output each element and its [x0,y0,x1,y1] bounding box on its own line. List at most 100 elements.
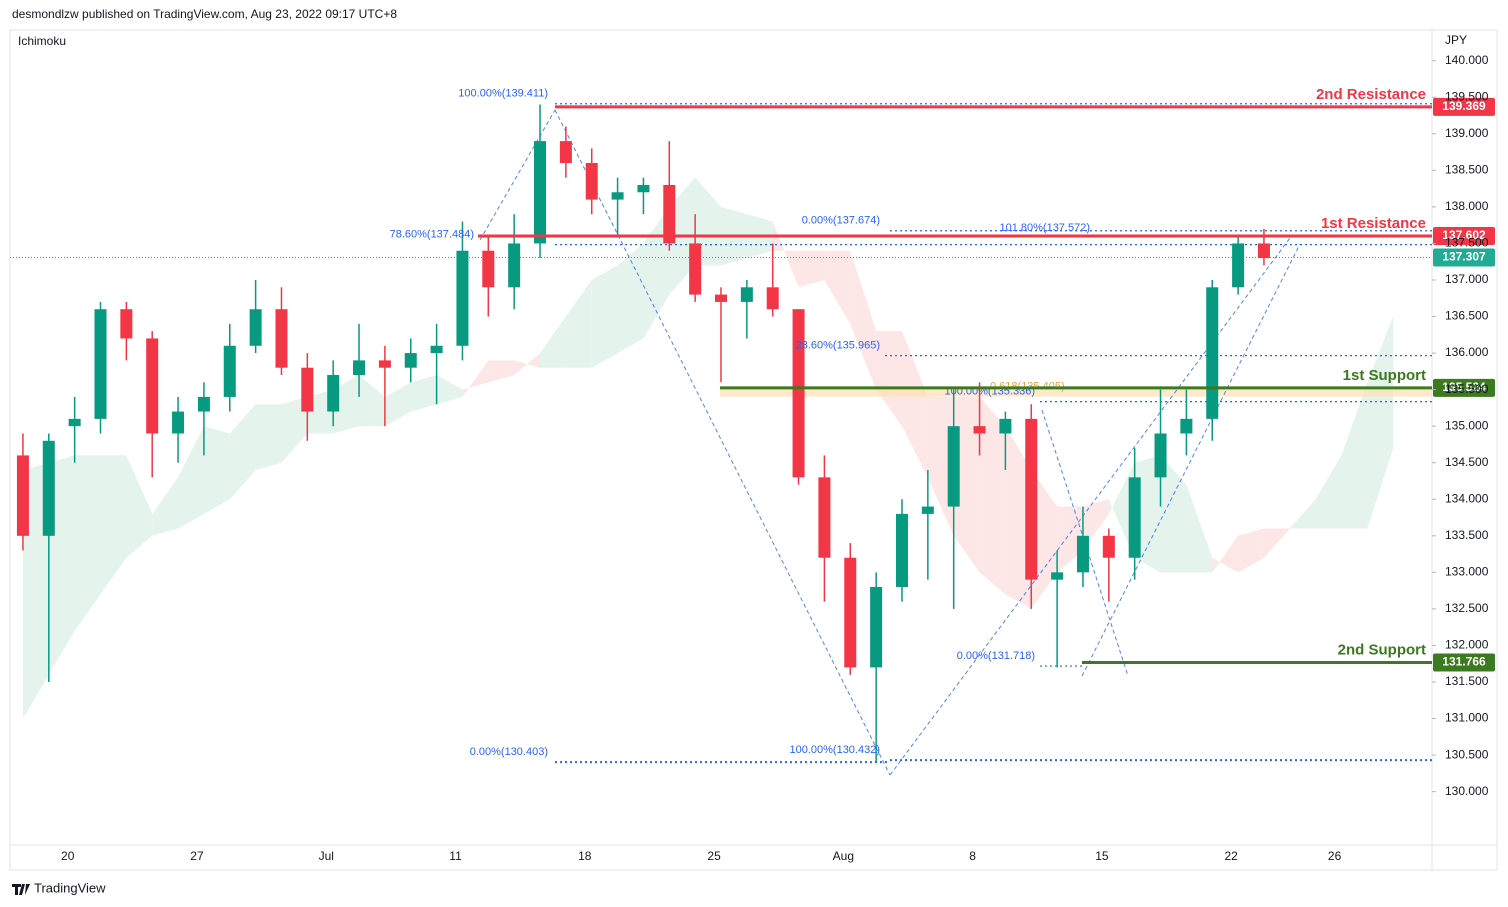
cloud-segment [384,382,411,427]
cloud-segment [901,331,928,478]
x-tick-label: 26 [1328,849,1342,863]
candle-body [353,360,366,376]
price-tag [1433,97,1495,116]
candle-body [378,360,391,368]
cloud-segment [333,375,360,434]
y-tick-label: 136.000 [1445,345,1489,359]
cloud-segment [824,250,851,324]
y-tick-label: 130.500 [1445,747,1489,761]
y-tick-label: 132.000 [1445,638,1489,652]
candle-body [1025,418,1038,580]
candles-layer [16,104,1270,763]
cloud-segment [281,396,308,463]
cloud-segment [359,375,385,427]
x-tick-label: 20 [61,849,75,863]
x-tick-label: 8 [969,849,976,863]
candle-body [68,418,81,427]
cloud-segment [1005,426,1032,609]
last-price-label: 137.307 [1442,250,1486,264]
candle-body [999,418,1012,434]
y-tick-label: 135.500 [1445,382,1489,396]
y-tick-label: 130.000 [1445,784,1489,798]
candle-body [94,309,107,419]
cloud-segment [48,455,75,675]
candle-body [275,309,288,368]
candle-body [818,477,831,558]
y-tick-label: 138.000 [1445,199,1489,213]
level-name: 2nd Resistance [1316,86,1426,103]
cloud-segment [1160,455,1187,573]
cloud-segment [1367,316,1394,529]
cloud-segment [1186,484,1213,573]
cloud-segment [591,265,618,368]
y-tick-label: 137.000 [1445,272,1489,286]
candle-body [1180,418,1193,434]
cloud-segment [514,353,541,376]
price-tag [1433,653,1495,672]
candle-body [327,375,340,412]
price-tag [1433,378,1495,397]
cloud-segment [1238,528,1264,573]
level-name: 1st Support [1343,367,1426,384]
cloud-segment [22,462,49,719]
cloud-segment [1134,455,1161,573]
y-tick-label: 137.500 [1445,236,1489,250]
cloud-segment [695,177,721,266]
cloud-segment [1263,528,1290,558]
candle-body [1154,433,1167,478]
cloud-segment [565,279,592,368]
price-tag-label: 139.369 [1442,99,1486,113]
pattern-line [554,109,891,776]
candle-body [1102,535,1115,558]
cloud-segment [617,243,644,354]
cloud-segment [152,477,179,536]
cloud-segment [488,360,515,383]
cloud-segment [798,250,825,288]
candle-body [921,506,934,514]
x-tick-label: 18 [578,849,592,863]
cloud-segment [979,396,1006,595]
y-tick-label: 131.000 [1445,711,1489,725]
candle-body [663,184,676,244]
candle-body [1128,477,1141,558]
last-price-tag [1433,248,1495,267]
candle-body [1051,572,1064,580]
levels-layer [10,103,1432,764]
fib-label: 100.00%(139.411) [458,88,548,100]
cloud-segment [255,404,282,471]
y-tick-label: 133.000 [1445,565,1489,579]
candle-body [456,250,469,346]
pattern-line [1041,409,1129,677]
cloud-segment [953,396,980,573]
x-tick-label: 15 [1095,849,1109,863]
cloud-segment [436,375,463,405]
fib-label: 23.60%(135.965) [796,340,880,352]
fib-label: 101.80%(137.572) [999,222,1090,234]
fib-label: 0.00%(131.718) [957,650,1035,662]
pattern-line [1081,243,1301,677]
cloud-segment [1057,506,1083,573]
overlay-layer: 100.00%(139.411) 78.60%(137.484) 0.00%(137… [390,86,1495,758]
price-tag-label: 135.524 [1442,380,1486,394]
y-tick-label: 134.000 [1445,491,1489,505]
candle-body [223,345,236,397]
logo [12,884,30,895]
cloud-segment [203,426,230,514]
cloud-segment [410,375,437,412]
candle-body [1257,243,1270,259]
candle-body [1232,243,1245,288]
candle-body [42,440,55,536]
candle-body [585,163,598,200]
x-tick-label: 25 [707,849,721,863]
fib-label: 0.00%(137.674) [802,215,880,227]
cloud-segment [772,221,799,288]
candle-body [404,353,417,368]
cloud-segment [126,455,153,558]
x-tick-label: Aug [833,849,854,863]
cloud-segment [643,206,670,339]
x-tick-label: Jul [319,849,334,863]
candle-body [973,426,986,434]
candle-body [1206,287,1219,419]
